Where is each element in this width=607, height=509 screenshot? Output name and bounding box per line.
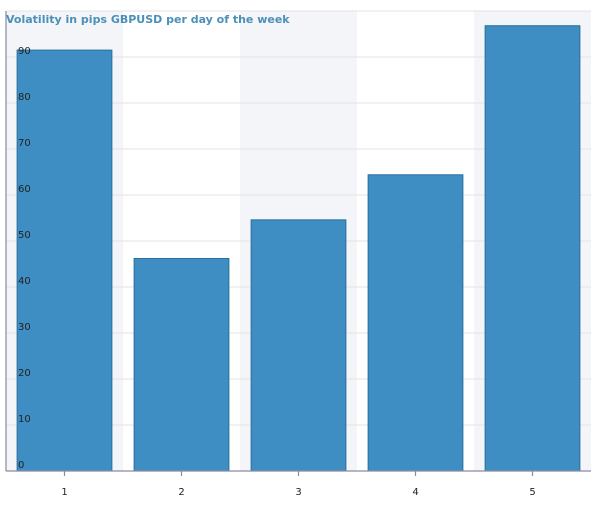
axes bbox=[5, 11, 591, 476]
y-tick-label: 20 bbox=[18, 368, 31, 379]
bar bbox=[484, 25, 581, 472]
bar bbox=[250, 219, 347, 472]
y-tick-label: 30 bbox=[18, 322, 31, 333]
bar bbox=[133, 257, 230, 472]
y-tick-labels: 0 10 20 30 40 50 60 70 80 90 bbox=[18, 46, 31, 471]
x-tick-label: 4 bbox=[412, 487, 418, 498]
y-tick-label: 10 bbox=[18, 414, 31, 425]
bar bbox=[16, 49, 113, 472]
y-tick-label: 90 bbox=[18, 46, 31, 57]
y-tick-label: 80 bbox=[18, 92, 31, 103]
x-tick-label: 1 bbox=[61, 487, 67, 498]
y-tick-label: 40 bbox=[18, 276, 31, 287]
y-tick-label: 50 bbox=[18, 230, 31, 241]
y-tick-label: 60 bbox=[18, 184, 31, 195]
x-tick-label: 2 bbox=[178, 487, 184, 498]
x-tick-labels: 1 2 3 4 5 bbox=[61, 487, 535, 498]
bars bbox=[16, 25, 581, 472]
y-tick-label: 70 bbox=[18, 138, 31, 149]
bar bbox=[367, 174, 464, 472]
x-tick-label: 3 bbox=[295, 487, 301, 498]
x-tick-label: 5 bbox=[529, 487, 535, 498]
chart-title: Volatility in pips GBPUSD per day of the… bbox=[6, 13, 290, 26]
y-tick-label: 0 bbox=[18, 460, 24, 471]
